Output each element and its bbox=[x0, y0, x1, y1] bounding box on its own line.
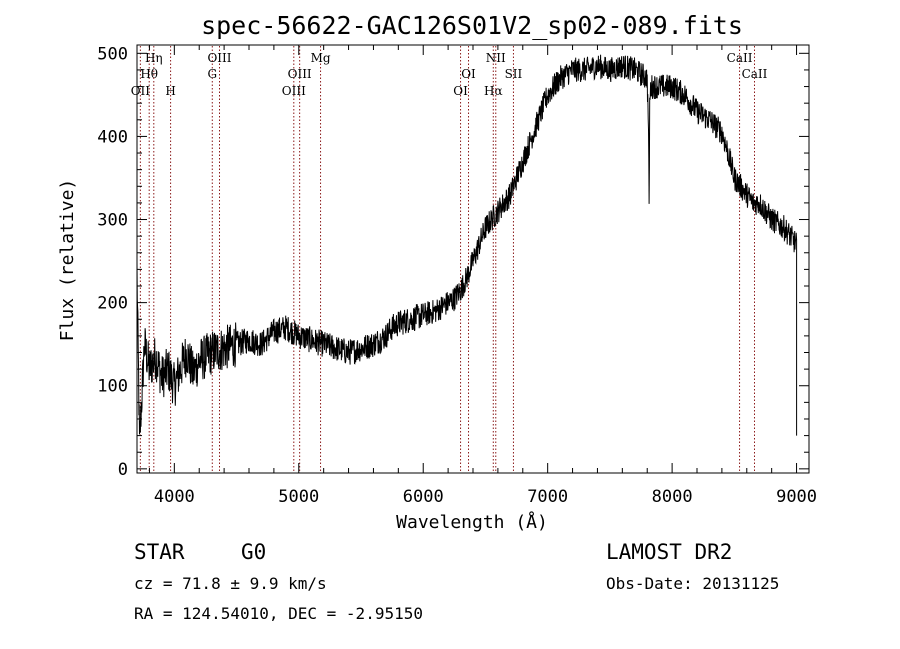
spectral-line-label: NII bbox=[486, 51, 506, 65]
spectral-line-label: OI bbox=[453, 84, 468, 98]
spectral-line-label: Mg bbox=[311, 51, 331, 65]
observation-date: Obs-Date: 20131125 bbox=[606, 574, 779, 593]
y-tick-label: 200 bbox=[97, 294, 128, 314]
spectral-line-label: CaII bbox=[727, 51, 753, 65]
spectral-line-label: SII bbox=[505, 67, 523, 81]
y-axis-ticks: 0 100 200 300 400 500 bbox=[97, 44, 809, 480]
x-tick-label: 4000 bbox=[154, 487, 195, 507]
spectral-line-label: Hη bbox=[145, 51, 163, 65]
spectral-line-label: G bbox=[207, 67, 217, 81]
x-tick-label: 5000 bbox=[278, 487, 319, 507]
x-axis-ticks: 4000 5000 6000 7000 8000 9000 bbox=[148, 45, 817, 507]
spectral-line-label: OII bbox=[131, 84, 151, 98]
spectral-line-label: Hθ bbox=[140, 67, 158, 81]
spectral-line-label: OIII bbox=[207, 51, 231, 65]
redshift-readout: cz = 71.8 ± 9.9 km/s bbox=[134, 574, 327, 593]
y-axis-label: Flux (relative) bbox=[57, 179, 78, 342]
spectral-line-label: CaII bbox=[742, 67, 768, 81]
y-tick-label: 100 bbox=[97, 377, 128, 397]
y-tick-label: 400 bbox=[97, 127, 128, 147]
y-tick-label: 300 bbox=[97, 211, 128, 231]
spectral-line-label: OIII bbox=[282, 84, 306, 98]
object-class: STAR bbox=[134, 540, 185, 564]
spectral-line-label: H bbox=[165, 84, 175, 98]
y-tick-label: 0 bbox=[118, 460, 128, 480]
spectrum-series-line bbox=[136, 54, 798, 436]
x-tick-label: 6000 bbox=[403, 487, 444, 507]
chart-title: spec-56622-GAC126S01V2_sp02-089.fits bbox=[201, 11, 743, 40]
object-subclass: G0 bbox=[241, 540, 266, 564]
y-tick-label: 500 bbox=[97, 44, 128, 64]
x-tick-label: 7000 bbox=[527, 487, 568, 507]
survey-name: LAMOST DR2 bbox=[606, 540, 732, 564]
spectral-line-label: OIII bbox=[288, 67, 312, 81]
coordinates-readout: RA = 124.54010, DEC = -2.95150 bbox=[134, 604, 423, 623]
spectral-line-markers: OII Hθ Hη H G OIII OIII OIII Mg OI OI Hα NII SII CaII C… bbox=[131, 46, 768, 472]
x-axis-label: Wavelength (Å) bbox=[396, 511, 548, 533]
x-tick-label: 8000 bbox=[652, 487, 693, 507]
x-tick-label: 9000 bbox=[776, 487, 817, 507]
spectral-line-label: OI bbox=[461, 67, 476, 81]
spectral-line-label: Hα bbox=[484, 84, 503, 98]
